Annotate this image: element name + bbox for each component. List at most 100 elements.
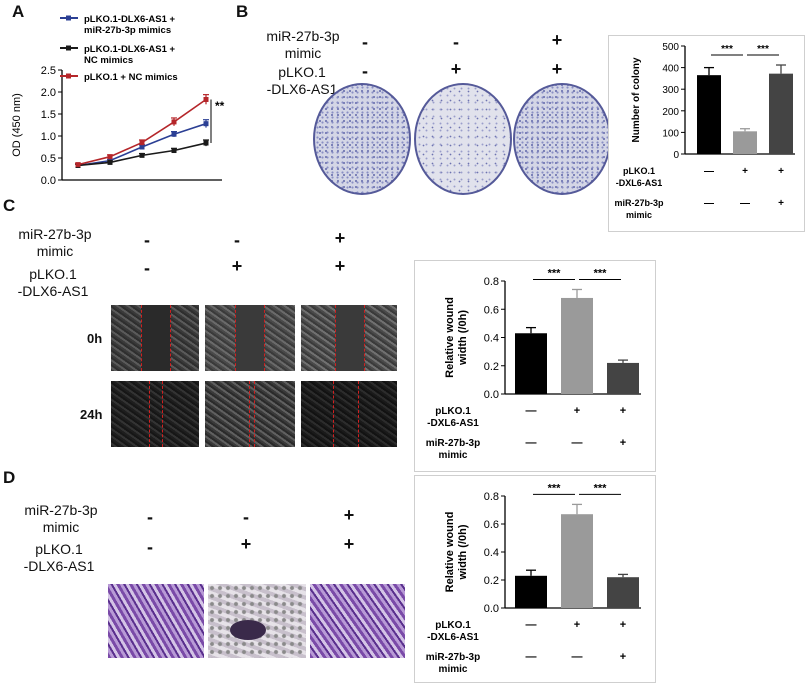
y-tick-label: 1.5 [41,109,56,121]
label-line: -DLX6-AS1 [17,283,89,299]
data-point [171,131,177,137]
y-axis-label: width (/0h) [457,310,469,366]
condition-sign: + [620,619,626,631]
panel-c-bar-chart: 0.0 0.2 0.4 0.6 0.8 Relative wound width (/0h)… [426,267,641,461]
panel-c-letter: C [3,196,16,215]
sign: - [144,230,150,250]
sign: + [343,534,355,554]
sign: - [362,61,368,81]
data-point [171,148,177,154]
sign: + [334,256,346,276]
bar [697,75,721,154]
y-tick-label: 400 [662,64,679,75]
condition-sign: + [620,405,626,417]
invasion-image-1 [108,584,204,658]
data-point [107,159,113,165]
sign: + [551,30,563,50]
significance-label: *** [594,267,608,279]
data-point [203,96,209,102]
y-tick-label: 100 [662,128,679,139]
label-line: pLKO.1 [278,64,326,80]
condition-sign: + [742,166,748,177]
condition-sign: + [574,405,580,417]
sign: - [362,32,368,52]
y-axis-label: Number of colony [631,57,642,142]
wound-image-0h-3 [301,305,397,371]
bar [733,131,757,154]
y-axis-label: width (/0h) [457,524,469,580]
label-line: mimic [284,45,322,61]
panel-c-mimic-label: miR-27b-3p mimic [5,226,105,260]
y-axis-label: Relative wound [444,297,456,378]
label-line: pLKO.1 [29,266,77,282]
y-tick-label: 2.5 [41,65,56,77]
panel-b-bar-box: 0 100 200 300 400 500 Number of colony *** *** pL… [608,35,805,232]
y-tick-label: 0 [673,150,679,161]
condition-label: miR-27b-3p [614,198,664,208]
panel-a-line-chart: 0.0 0.5 1.0 1.5 2.0 2.5 OD (450 nm) ** pLKO.1-DL… [11,14,225,187]
colony-dish-1 [313,83,411,195]
y-tick-label: 0.6 [484,304,499,316]
condition-label: pLKO.1 [623,166,655,176]
data-point [203,121,209,127]
sign: - [453,32,459,52]
label-line: -DLX6-AS1 [23,558,95,574]
invasion-image-2 [208,584,306,658]
bar [607,362,639,394]
condition-sign: + [620,437,626,449]
y-tick-label: 2.0 [41,87,56,99]
significance-label: *** [757,44,769,55]
y-tick-label: 0.4 [484,547,499,559]
significance-label: *** [594,482,608,494]
condition-label: miR-27b-3p [426,652,480,663]
condition-label: -DXL6-AS1 [427,632,479,643]
y-tick-label: 0.8 [484,276,499,288]
label-line: mimic [36,243,74,259]
wound-gap [333,381,359,447]
data-point [139,152,145,158]
y-tick-label: 500 [662,42,679,53]
legend-label: NC mimics [84,55,133,66]
data-point [171,119,177,125]
bar [561,297,593,394]
label-line: miR-27b-3p [24,502,98,518]
sign: - [144,258,150,278]
condition-label: mimic [439,450,468,461]
panel-d-bar-box: 0.0 0.2 0.4 0.6 0.8 Relative wound width (/0h)… [414,475,656,683]
sign: + [450,59,462,79]
y-tick-label: 0.4 [484,333,499,345]
y-tick-label: 0.8 [484,491,499,503]
wound-gap [335,305,365,371]
condition-sign: — [572,437,583,449]
significance-label: *** [548,482,562,494]
condition-sign: + [778,198,784,209]
panel-b-bar-chart: 0 100 200 300 400 500 Number of colony *** *** pL… [614,42,795,220]
legend-marker [66,73,71,79]
cell-cluster [230,620,266,640]
label-line: pLKO.1 [35,541,83,557]
significance-label: ** [215,99,225,113]
wound-image-24h-1 [111,381,199,447]
condition-label: -DXL6-AS1 [616,178,663,188]
time-label-24h: 24h [80,407,103,422]
panel-c-plko-label: pLKO.1 -DLX6-AS1 [5,266,101,300]
wound-image-24h-3 [301,381,397,447]
bar [515,333,547,394]
condition-label: pLKO.1 [435,620,471,631]
legend-label: pLKO.1-DLX6-AS1 + [84,44,176,55]
condition-sign: + [778,166,784,177]
legend-label: pLKO.1 + NC mimics [84,72,178,83]
bar [607,577,639,608]
y-tick-label: 0.0 [41,175,56,187]
sign: + [551,59,563,79]
y-tick-label: 0.2 [484,575,499,587]
data-point [75,162,81,168]
y-axis-label: OD (450 nm) [11,93,23,157]
y-tick-label: 0.0 [484,603,499,615]
wound-gap [235,305,265,371]
y-tick-label: 1.0 [41,131,56,143]
sign: - [234,230,240,250]
label-line: mimic [42,519,80,535]
sign: - [243,507,249,527]
bar [769,73,793,154]
